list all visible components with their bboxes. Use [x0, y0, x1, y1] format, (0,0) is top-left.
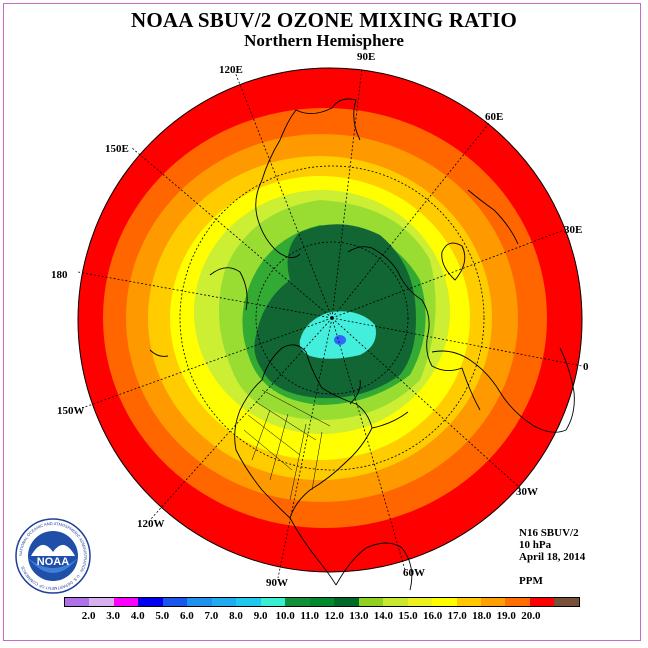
colorbar-tick-label: 13.0: [349, 610, 369, 622]
colorbar: [64, 597, 580, 607]
colorbar-swatch: [358, 598, 384, 606]
colorbar-tick-label: 8.0: [229, 610, 243, 622]
lon-label-30w: 30W: [516, 486, 538, 498]
lon-label-0: 0: [583, 361, 589, 373]
africa-coast: [431, 347, 575, 433]
pressure-level-label: 10 hPa: [519, 539, 552, 551]
colorbar-swatch: [65, 598, 90, 606]
colorbar-tick-label: 17.0: [447, 610, 467, 622]
middle-east-coast: [467, 189, 519, 245]
colorbar-swatch: [432, 598, 457, 606]
europe-asia-coast: [347, 246, 463, 371]
colorbar-swatch: [187, 598, 212, 606]
colorbar-tick-label: 6.0: [179, 610, 194, 622]
asia-east-coast: [255, 98, 361, 258]
coastlines: [149, 98, 575, 591]
colorbar-tick-label: 5.0: [155, 610, 170, 622]
units-label: PPM: [519, 575, 543, 587]
lon-label-150e: 150E: [105, 143, 129, 155]
colorbar-tick-label: 11.0: [300, 610, 320, 622]
logo-text: NOAA: [37, 556, 69, 568]
south-america-coast: [335, 542, 413, 591]
colorbar-tick-label: 3.0: [106, 610, 121, 622]
date-label: April 18, 2014: [519, 551, 586, 563]
lon-label-150w: 150W: [57, 405, 85, 417]
map-subtitle: Northern Hemisphere: [244, 31, 404, 50]
colorbar-swatch: [334, 598, 359, 606]
colorbar-tick-label: 14.0: [373, 610, 394, 622]
colorbar-tick-label: 20.0: [521, 610, 541, 622]
noaa-logo: NOAA NATIONAL OCEANIC AND ATMOSPHERIC AD…: [15, 518, 91, 594]
colorbar-swatch: [529, 598, 555, 606]
longitude-labels: 120E 90E 60E 150E 30E 180 0 150W 30W 120…: [51, 51, 589, 589]
colorbar-tick-label: 15.0: [398, 610, 418, 622]
colorbar-swatch: [505, 598, 530, 606]
colorbar-swatch: [211, 598, 237, 606]
lon-label-90e: 90E: [357, 51, 375, 63]
colorbar-swatch: [162, 598, 188, 606]
colorbar-tick-label: 9.0: [253, 610, 268, 622]
colorbar-tick-label: 12.0: [324, 610, 344, 622]
colorbar-swatch: [407, 598, 433, 606]
colorbar-tick-label: 10.0: [275, 610, 295, 622]
lon-label-60w: 60W: [403, 567, 425, 579]
north-america-coast: [234, 344, 373, 586]
lon-label-60e: 60E: [485, 111, 503, 123]
image-frame: [3, 3, 641, 641]
colorbar-swatch: [554, 598, 579, 606]
instrument-label: N16 SBUV/2: [519, 527, 579, 539]
bering-coast: [149, 267, 248, 357]
lon-label-120e: 120E: [219, 64, 243, 76]
map-title: NOAA SBUV/2 OZONE MIXING RATIO: [131, 8, 517, 32]
colorbar-swatch: [383, 598, 408, 606]
lon-label-30e: 30E: [564, 224, 582, 236]
latitude-circle-50: [179, 165, 485, 471]
hudson-coast: [349, 379, 409, 429]
lon-label-90w: 90W: [266, 577, 288, 589]
latitude-circle-70: [255, 241, 409, 395]
map-boundary: [77, 67, 583, 573]
us-state-borders: [243, 389, 331, 501]
colorbar-tick-label: 18.0: [472, 610, 492, 622]
colorbar-tick-label: 2.0: [81, 610, 96, 622]
colorbar-tick-label: 16.0: [422, 610, 443, 622]
scandinavia-coast: [441, 242, 466, 281]
band-dark-green: [254, 224, 416, 399]
lon-label-180: 180: [51, 269, 68, 281]
band-blue-core: [334, 335, 346, 345]
colorbar-swatch: [89, 598, 114, 606]
colorbar-swatch: [113, 598, 139, 606]
colorbar-swatch: [456, 598, 481, 606]
colorbar-swatch: [138, 598, 163, 606]
colorbar-swatch: [309, 598, 335, 606]
graticule: [77, 67, 583, 579]
ozone-contour-fill: [78, 68, 582, 572]
colorbar-tick-label: 7.0: [204, 610, 219, 622]
colorbar-swatch: [260, 598, 286, 606]
colorbar-swatch: [285, 598, 310, 606]
colorbar-swatch: [236, 598, 261, 606]
colorbar-tick-label: 4.0: [130, 610, 145, 622]
colorbar-swatch: [480, 598, 506, 606]
colorbar-tick-label: 19.0: [496, 610, 516, 622]
lon-label-120w: 120W: [137, 518, 165, 530]
